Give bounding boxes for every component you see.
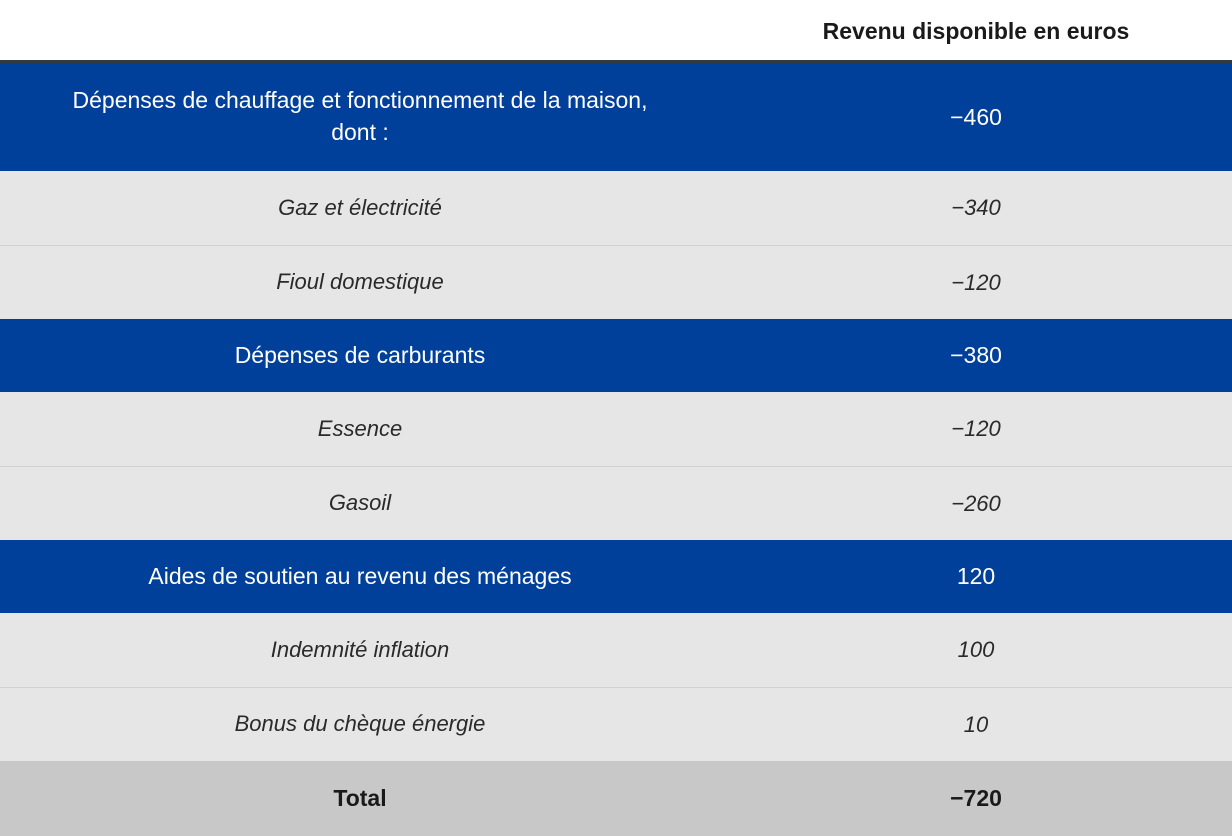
row-label: Fioul domestique: [276, 269, 444, 295]
row-value: 100: [957, 637, 995, 662]
category-row-carburants: Dépenses de carburants −380: [0, 319, 1232, 392]
category-row-chauffage: Dépenses de chauffage et fonctionnement …: [0, 63, 1232, 171]
row-value: −120: [951, 269, 1001, 295]
row-label: Gasoil: [328, 490, 392, 516]
subitem-row-indemnite-inflation: Indemnité inflation 100: [0, 613, 1232, 687]
row-label: Bonus du chèque énergie: [234, 711, 486, 737]
row-label: Gaz et électricité: [278, 194, 442, 220]
subitem-row-fioul: Fioul domestique −120: [0, 245, 1232, 319]
total-row: Total −720: [0, 761, 1232, 836]
subitem-row-gaz-electricite: Gaz et électricité −340: [0, 171, 1232, 245]
row-value: −260: [951, 490, 1001, 516]
column-header-revenu: Revenu disponible en euros: [822, 18, 1130, 44]
row-value: −720: [950, 785, 1002, 811]
table-header: Revenu disponible en euros: [0, 0, 1232, 63]
row-label: Total: [333, 784, 387, 811]
row-label: Aides de soutien au revenu des ménages: [148, 562, 572, 589]
row-label: Indemnité inflation: [270, 636, 450, 662]
row-value: −460: [950, 103, 1002, 130]
category-row-aides: Aides de soutien au revenu des ménages 1…: [0, 540, 1232, 613]
subitem-row-bonus-cheque-energie: Bonus du chèque énergie 10: [0, 687, 1232, 761]
row-value: 10: [963, 711, 989, 737]
row-label: Dépenses de chauffage et fonctionnement …: [72, 87, 648, 145]
subitem-row-gasoil: Gasoil −260: [0, 466, 1232, 540]
row-value: −340: [951, 195, 1001, 220]
row-label: Dépenses de carburants: [234, 341, 486, 368]
subitem-row-essence: Essence −120: [0, 392, 1232, 466]
row-value: 120: [956, 563, 996, 589]
row-value: −380: [950, 342, 1002, 368]
row-label: Essence: [317, 415, 403, 441]
row-value: −120: [951, 416, 1001, 441]
